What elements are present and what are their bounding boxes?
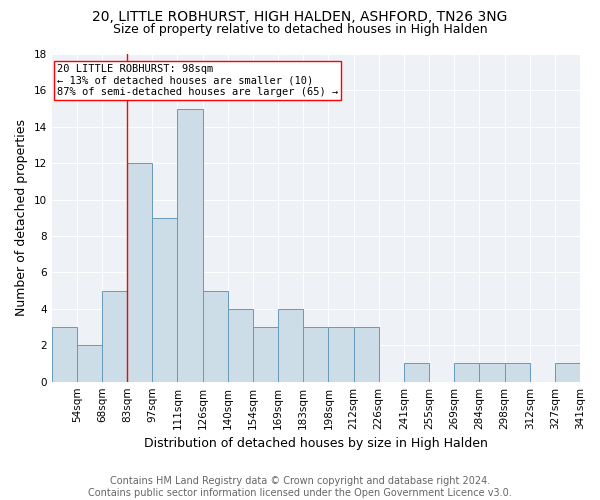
Bar (102, 290, 127, 382)
Text: Contains HM Land Registry data © Crown copyright and database right 2024.
Contai: Contains HM Land Registry data © Crown c… (88, 476, 512, 498)
Bar (203, 290, 228, 382)
Bar (404, 364, 429, 382)
Text: Size of property relative to detached houses in High Halden: Size of property relative to detached ho… (113, 22, 487, 36)
Bar (353, 327, 379, 382)
Bar (127, 163, 152, 382)
Bar (328, 327, 353, 382)
Bar (152, 218, 178, 382)
Bar (77, 346, 102, 382)
Bar (52, 327, 77, 382)
Text: 20 LITTLE ROBHURST: 98sqm
← 13% of detached houses are smaller (10)
87% of semi-: 20 LITTLE ROBHURST: 98sqm ← 13% of detac… (57, 64, 338, 97)
Text: 20, LITTLE ROBHURST, HIGH HALDEN, ASHFORD, TN26 3NG: 20, LITTLE ROBHURST, HIGH HALDEN, ASHFOR… (92, 10, 508, 24)
Bar (178, 108, 203, 382)
Bar (253, 327, 278, 382)
Bar (454, 364, 479, 382)
Bar (303, 327, 328, 382)
Bar (505, 364, 530, 382)
Bar (228, 309, 253, 382)
Bar (479, 364, 505, 382)
Bar (278, 309, 303, 382)
X-axis label: Distribution of detached houses by size in High Halden: Distribution of detached houses by size … (144, 437, 488, 450)
Y-axis label: Number of detached properties: Number of detached properties (15, 120, 28, 316)
Bar (555, 364, 580, 382)
